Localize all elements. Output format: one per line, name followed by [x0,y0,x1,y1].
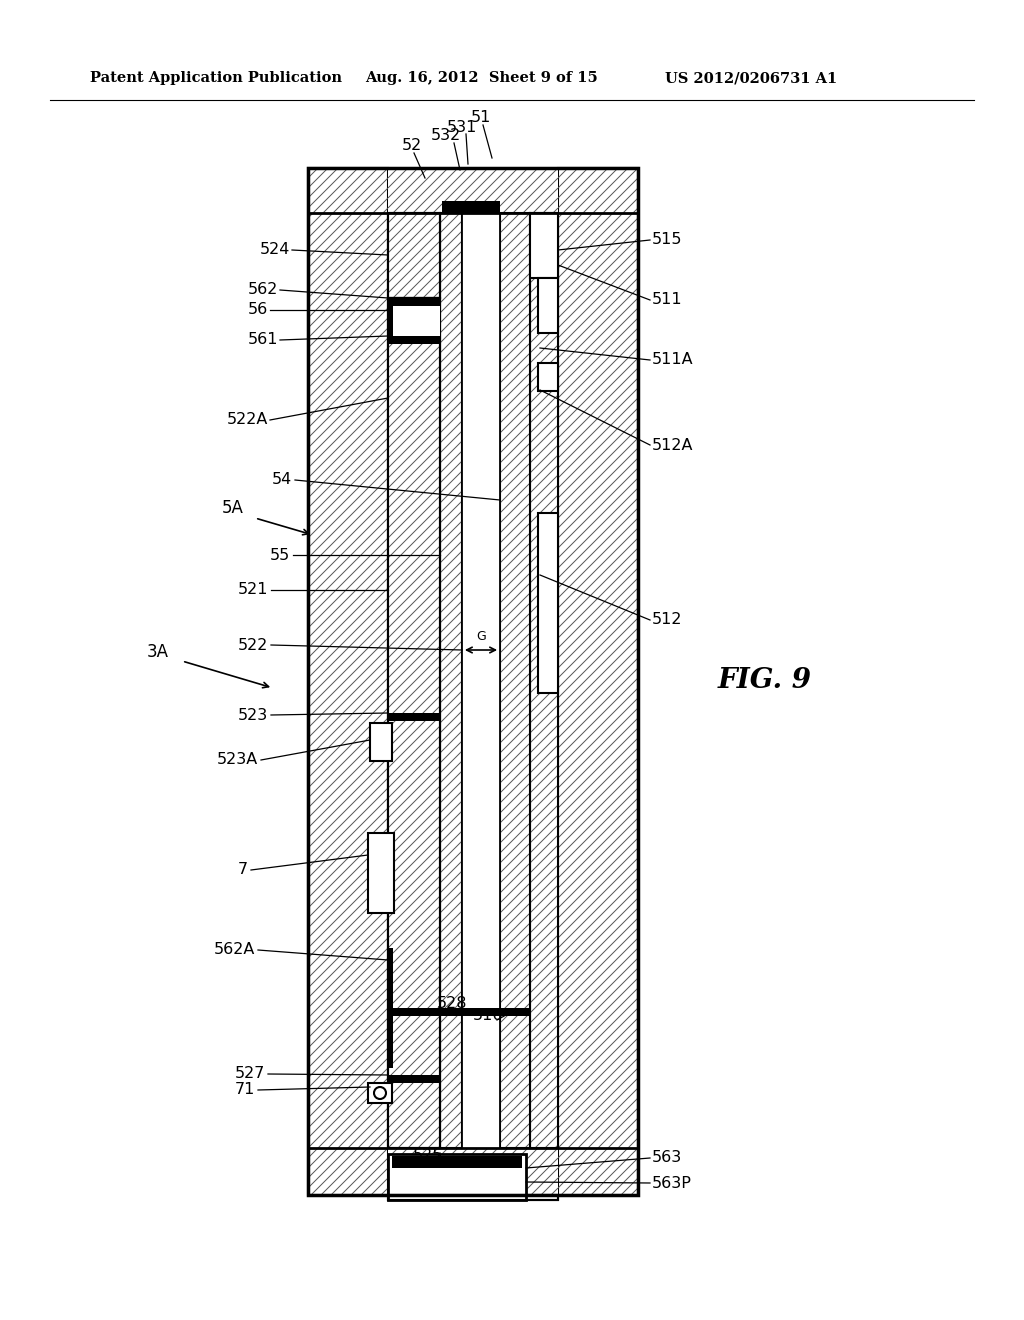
Bar [538,513,558,693]
Bar [308,168,638,1195]
Text: 55: 55 [269,548,290,562]
Bar [500,1008,530,1016]
Bar [388,948,393,1068]
Bar [442,209,500,214]
Text: 527: 527 [234,1067,265,1081]
Bar [538,513,558,693]
Text: 7: 7 [238,862,248,878]
Text: 512A: 512A [652,437,693,453]
Text: 561: 561 [248,333,278,347]
Bar [440,213,462,1148]
Bar [392,1156,522,1168]
Bar [388,168,558,213]
Text: US 2012/0206731 A1: US 2012/0206731 A1 [665,71,838,84]
Bar [388,713,440,721]
Bar [500,213,530,1148]
Bar [370,723,392,762]
Text: 516: 516 [473,1007,503,1023]
Bar [388,1195,558,1200]
Text: 528: 528 [437,995,467,1011]
Bar [388,213,440,298]
Text: 5A: 5A [222,499,244,517]
Text: 563: 563 [652,1151,682,1166]
Text: FIG. 9: FIG. 9 [718,667,812,693]
Bar [558,168,638,1195]
Bar [440,213,462,1148]
Text: 523A: 523A [217,752,258,767]
Text: 54: 54 [271,473,292,487]
Text: 56: 56 [248,302,268,318]
Text: 3A: 3A [147,643,169,661]
Bar [388,1148,558,1195]
Bar [388,1154,526,1200]
Bar [388,298,440,1148]
Bar [388,1008,510,1016]
Text: Patent Application Publication: Patent Application Publication [90,71,342,84]
Bar [538,279,558,333]
Bar [538,279,558,333]
Text: G: G [476,630,485,643]
Bar [308,1148,638,1195]
Bar [388,213,440,298]
Text: 52: 52 [401,139,422,153]
Bar [388,298,393,345]
Bar [500,213,530,1148]
Bar [368,833,394,913]
Text: 524: 524 [260,243,290,257]
Bar [530,213,558,1148]
Bar [462,213,500,1148]
Bar [530,213,558,279]
Text: 525: 525 [413,1147,443,1163]
Text: 532: 532 [431,128,461,144]
Text: 522: 522 [238,638,268,652]
Text: 523: 523 [238,708,268,722]
Circle shape [374,1086,386,1100]
Bar [388,337,440,345]
Text: 522A: 522A [226,412,268,428]
Bar [530,213,558,279]
Text: Aug. 16, 2012  Sheet 9 of 15: Aug. 16, 2012 Sheet 9 of 15 [365,71,598,84]
Bar [530,213,558,1148]
Bar [388,298,440,1148]
Text: 521: 521 [238,582,268,598]
Bar [368,1082,392,1104]
Text: 512: 512 [652,612,683,627]
Text: 511: 511 [652,293,683,308]
Bar [388,306,440,337]
Text: 562A: 562A [214,942,255,957]
Bar [388,1195,558,1200]
Text: 71: 71 [234,1082,255,1097]
Text: 531: 531 [446,120,477,135]
Bar [538,363,558,391]
Text: 51: 51 [471,111,492,125]
Bar [538,363,558,391]
Text: 515: 515 [652,232,683,248]
Bar [442,201,500,209]
Bar [308,168,638,213]
Bar [308,168,388,1195]
Text: 511A: 511A [652,352,693,367]
Bar [388,298,440,306]
Bar [388,1074,440,1082]
Text: 562: 562 [248,282,278,297]
Text: 563P: 563P [652,1176,692,1191]
